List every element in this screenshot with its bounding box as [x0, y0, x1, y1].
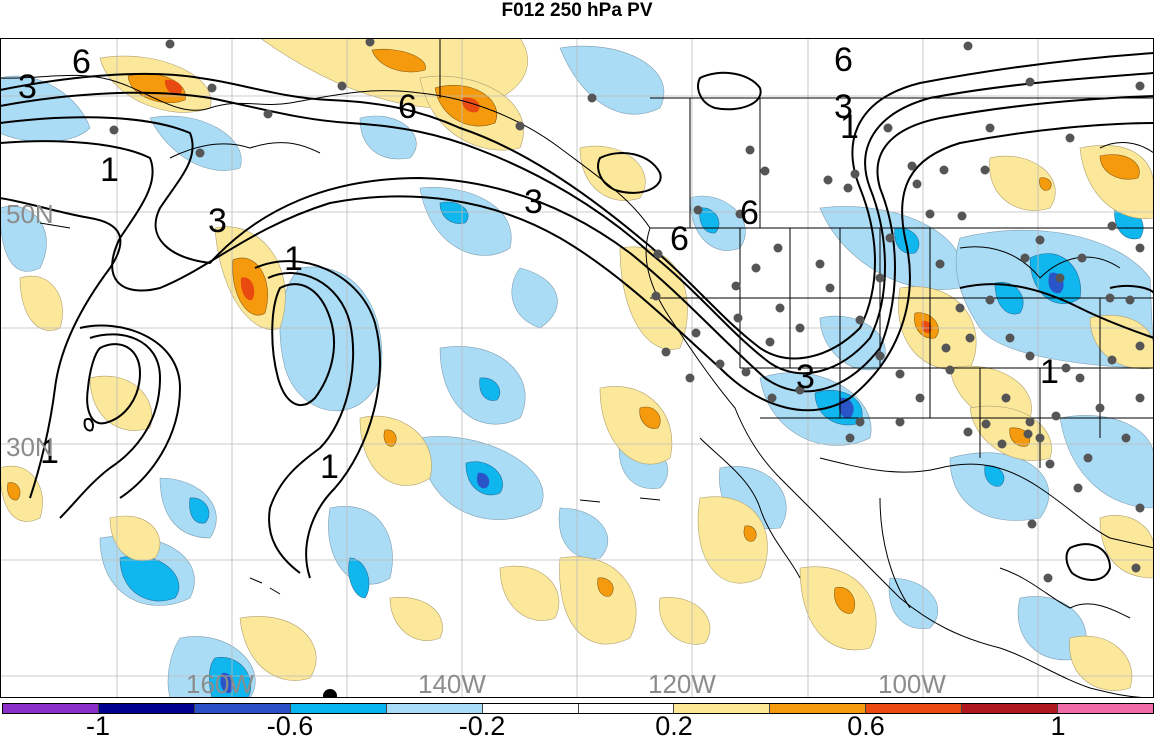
contour-label: 3 — [18, 68, 37, 106]
contour-label: 1 — [320, 448, 339, 486]
colorbar-segment — [962, 704, 1059, 713]
lon-label-160w: 160W — [186, 669, 254, 698]
contour-label: 1 — [40, 433, 59, 471]
lat-label-50n: 50N — [6, 199, 54, 229]
contour-label: 3 — [796, 358, 815, 396]
contour-label: 6 — [398, 88, 417, 126]
lon-label-140w: 140W — [418, 669, 486, 698]
pv-anomaly-shading — [0, 38, 1154, 698]
colorbar-segment — [98, 704, 195, 713]
colorbar-segment — [1058, 704, 1154, 713]
contour-label: 3 — [208, 202, 227, 240]
contour-labels: 6 3 6 6 3 1 3 1 3 6 6 3 1 1 1 1 — [18, 41, 1059, 486]
contour-label: 6 — [670, 220, 689, 258]
colorbar-segment — [866, 704, 963, 713]
coastlines-and-borders — [0, 38, 1154, 698]
contour-label: 6 — [72, 43, 91, 81]
colorbar-segment — [578, 704, 675, 713]
contour-label: 3 — [834, 88, 853, 126]
colorbar — [2, 703, 1154, 714]
colorbar-segment — [770, 704, 867, 713]
axis-labels: 50N 30N 160W 140W 120W 100W — [6, 199, 946, 698]
pv-map-panel: 6 3 6 6 3 1 3 1 3 6 6 3 1 1 1 1 50N 30N … — [0, 38, 1154, 698]
black-dot-marker — [323, 689, 337, 698]
contour-label: 1 — [284, 240, 303, 278]
contour-label: 1 — [1040, 353, 1059, 391]
colorbar-tick-label: 1 — [1050, 711, 1066, 741]
colorbar-tick-label: -1 — [85, 711, 111, 741]
colorbar-segment — [674, 704, 771, 713]
colorbar-segment — [194, 704, 291, 713]
contour-label: 6 — [834, 41, 853, 79]
colorbar-tick-label: 0.6 — [847, 711, 885, 741]
colorbar-tick-label: -0.6 — [266, 711, 314, 741]
map-title: F012 250 hPa PV — [501, 0, 653, 21]
contour-label: 1 — [840, 108, 859, 146]
lon-label-100w: 100W — [878, 669, 946, 698]
colorbar-tick-label: -0.2 — [458, 711, 506, 741]
colorbar-segment — [482, 704, 579, 713]
colorbar-segment — [3, 704, 99, 713]
colorbar-tick-label: 0.2 — [655, 711, 693, 741]
pv-map-svg: 6 3 6 6 3 1 3 1 3 6 6 3 1 1 1 1 50N 30N … — [0, 38, 1154, 698]
colorbar-segment — [290, 704, 387, 713]
contour-label: 6 — [740, 194, 759, 232]
contour-label: 3 — [524, 183, 543, 221]
station-markers — [109, 38, 1145, 583]
lat-label-30n: 30N — [6, 432, 54, 462]
contour-label: 1 — [100, 151, 119, 189]
colorbar-segment — [386, 704, 483, 713]
lon-label-120w: 120W — [648, 669, 716, 698]
